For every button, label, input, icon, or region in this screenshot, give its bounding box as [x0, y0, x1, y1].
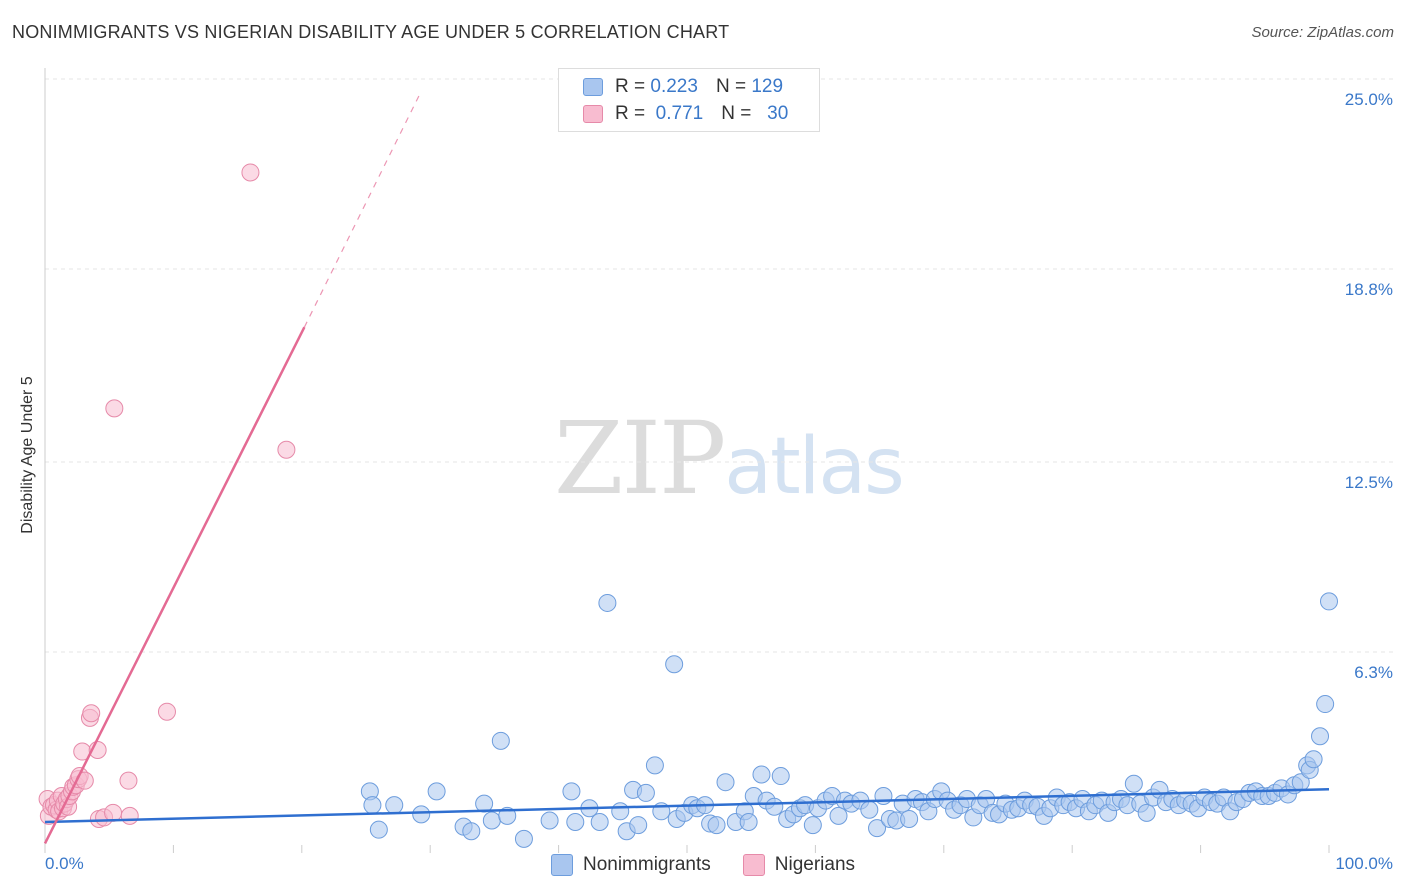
- nonimmigrants-point: [829, 806, 848, 825]
- nonimmigrants-point: [540, 811, 559, 830]
- nonimmigrants-point: [868, 819, 887, 838]
- nonimmigrants-trendline: [44, 787, 1330, 824]
- nigerians-point: [277, 440, 296, 459]
- nonimmigrants-point: [707, 816, 726, 835]
- nonimmigrants-point: [1320, 592, 1338, 611]
- nonimmigrants-point: [412, 805, 431, 824]
- legend-swatch-blue: [583, 78, 603, 96]
- nonimmigrants-point: [1316, 695, 1335, 714]
- nonimmigrants-point: [498, 806, 517, 825]
- nigerians-point: [119, 771, 138, 790]
- nigerians-point: [82, 704, 101, 723]
- legend-r-value: 0.771: [655, 103, 704, 124]
- nonimmigrants-point: [363, 796, 382, 815]
- x-tick-label: 100.0%: [1335, 854, 1393, 873]
- nigerians-trendline-extension: [303, 90, 422, 328]
- source-label: Source: ZipAtlas.com: [1251, 24, 1394, 41]
- x-tick-label: 0.0%: [45, 854, 84, 873]
- y-tick-label: 25.0%: [1345, 90, 1393, 109]
- nonimmigrants-point: [1137, 803, 1156, 822]
- nonimmigrants-point: [462, 822, 481, 841]
- correlation-legend: R = 0.223 N = 129 R = 0.771 N = 30: [558, 68, 820, 132]
- legend-item-nigerians[interactable]: Nigerians: [742, 854, 856, 876]
- nigerians-point: [241, 163, 260, 182]
- legend-n-label: N =: [721, 103, 752, 124]
- chart-title: NONIMMIGRANTS VS NIGERIAN DISABILITY AGE…: [12, 22, 730, 42]
- legend-swatch-pink: [583, 105, 603, 123]
- watermark: ZIPatlas: [554, 400, 905, 517]
- nigerians-point: [104, 803, 123, 822]
- legend-r-value: 0.223: [650, 76, 698, 97]
- y-tick-label: 18.8%: [1345, 280, 1393, 299]
- legend-row-nonimmigrants: R = 0.223 N = 129: [583, 74, 783, 100]
- nigerians-trendline: [43, 326, 306, 845]
- nonimmigrants-point: [514, 829, 533, 848]
- watermark-zip: ZIP: [554, 400, 726, 517]
- legend-r-label: R =: [615, 103, 646, 124]
- nonimmigrants-point: [739, 813, 758, 832]
- nigerians-point: [105, 399, 124, 418]
- legend-label: Nigerians: [774, 854, 856, 875]
- nonimmigrants-point: [771, 767, 790, 786]
- nonimmigrants-point: [562, 782, 581, 801]
- legend-label: Nonimmigrants: [582, 854, 711, 875]
- legend-swatch-pink: [742, 854, 765, 876]
- nonimmigrants-point: [566, 813, 585, 832]
- nonimmigrants-point: [482, 811, 501, 830]
- legend-n-value: 30: [767, 103, 789, 124]
- series-legend: Nonimmigrants Nigerians: [0, 850, 1406, 880]
- nonimmigrants-point: [1124, 774, 1143, 793]
- nigerians-point: [157, 702, 176, 721]
- nonimmigrants-point: [803, 816, 822, 835]
- y-tick-label: 12.5%: [1345, 473, 1393, 492]
- legend-n-value: 129: [751, 76, 784, 97]
- nonimmigrants-point: [1311, 727, 1330, 746]
- nonimmigrants-point: [860, 800, 879, 819]
- nonimmigrants-point: [1304, 750, 1323, 769]
- nonimmigrants-point: [427, 782, 446, 801]
- nonimmigrants-point: [491, 731, 510, 750]
- nonimmigrants-point: [900, 809, 919, 828]
- nonimmigrants-point: [590, 813, 609, 832]
- nonimmigrants-point: [369, 820, 388, 839]
- nigerians-point: [120, 806, 139, 825]
- nonimmigrants-point: [665, 655, 684, 674]
- nonimmigrants-point: [629, 816, 648, 835]
- nonimmigrants-point: [765, 797, 784, 816]
- nonimmigrants-point: [611, 802, 630, 821]
- nonimmigrants-point: [752, 765, 771, 784]
- legend-item-nonimmigrants[interactable]: Nonimmigrants: [550, 854, 711, 876]
- y-tick-label: 6.3%: [1354, 663, 1393, 682]
- legend-swatch-blue: [550, 854, 573, 876]
- nonimmigrants-point: [716, 773, 735, 792]
- legend-row-nigerians: R = 0.771 N = 30: [583, 101, 788, 127]
- nonimmigrants-point: [598, 593, 617, 612]
- legend-n-label: N =: [715, 76, 747, 97]
- watermark-atlas: atlas: [724, 422, 904, 512]
- nonimmigrants-point: [645, 756, 664, 775]
- nonimmigrants-point: [475, 794, 494, 813]
- nonimmigrants-point: [385, 796, 404, 815]
- legend-r-label: R =: [615, 76, 646, 97]
- nonimmigrants-point: [636, 783, 655, 802]
